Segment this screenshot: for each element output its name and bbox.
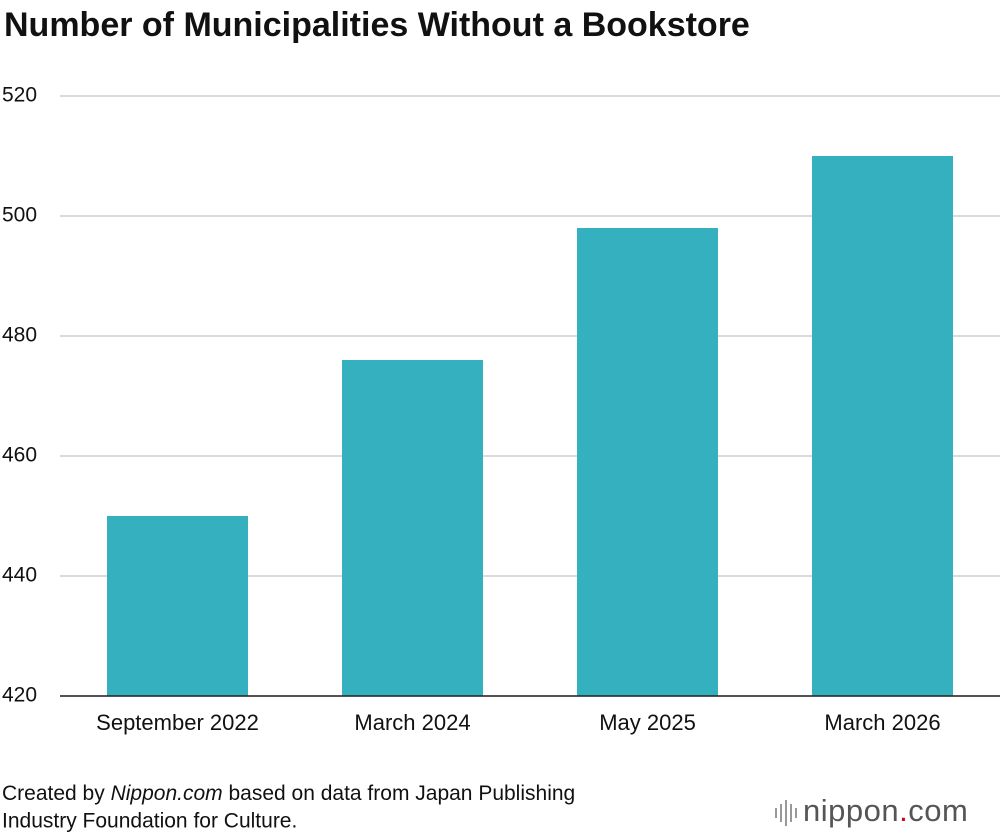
source-text: based on data from Japan Publishing	[228, 782, 575, 805]
x-tick-label: March 2024	[354, 710, 470, 735]
logo: nippon.com	[803, 793, 968, 828]
x-tick-label: March 2026	[824, 710, 940, 735]
source-note: Created by Nippon.com based on data from…	[2, 782, 575, 805]
x-tick-label: September 2022	[96, 710, 259, 735]
x-tick-label: May 2025	[599, 710, 696, 735]
y-tick-label: 420	[2, 684, 37, 707]
logo-icon	[775, 800, 797, 826]
y-tick-label: 480	[2, 324, 37, 347]
bar	[107, 516, 248, 696]
logo-name: nippon	[803, 793, 899, 828]
bar	[812, 156, 953, 696]
y-tick-label: 520	[2, 84, 37, 107]
logo-dot: .	[899, 793, 908, 828]
source-note-line2: Industry Foundation for Culture.	[2, 810, 297, 833]
source-prefix: Created by	[2, 782, 105, 805]
chart-title: Number of Municipalities Without a Books…	[4, 6, 750, 44]
bar	[342, 360, 483, 696]
y-tick-label: 500	[2, 204, 37, 227]
y-tick-label: 440	[2, 564, 37, 587]
bar	[577, 228, 718, 696]
y-tick-label: 460	[2, 444, 37, 467]
logo-tld: com	[908, 793, 968, 828]
source-name: Nippon.com	[111, 782, 223, 805]
